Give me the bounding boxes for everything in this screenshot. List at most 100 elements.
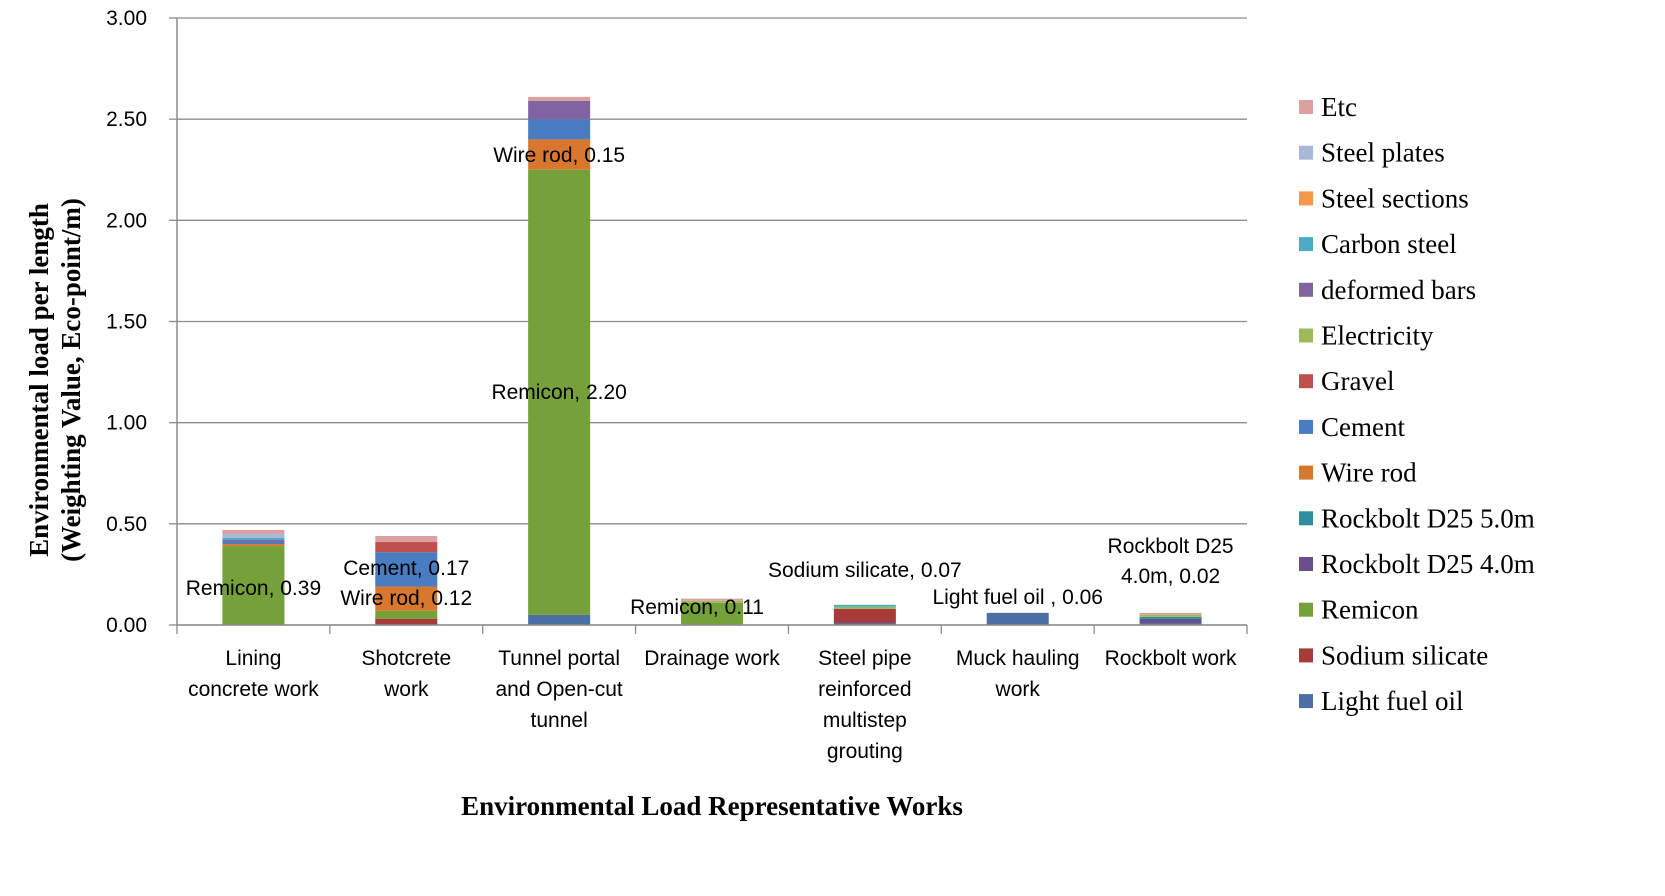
bar-segment bbox=[1139, 614, 1202, 617]
data-label: Rockbolt D25 4.0m, 0.02 bbox=[1108, 535, 1234, 588]
bar-segment bbox=[1139, 622, 1202, 625]
bar-segment bbox=[528, 119, 591, 140]
data-label-line: 4.0m, 0.02 bbox=[1121, 565, 1220, 588]
data-label-line: Wire rod, 0.15 bbox=[493, 144, 625, 167]
x-category-label-line: multistep bbox=[823, 709, 907, 732]
bar-segment bbox=[681, 600, 743, 603]
legend-swatch bbox=[1299, 237, 1313, 252]
bar-segment bbox=[222, 533, 285, 538]
bar-segment bbox=[222, 537, 285, 541]
legend-swatch bbox=[1299, 374, 1313, 389]
x-category-label: Steel pipe reinforced multistep grouting bbox=[818, 647, 911, 763]
bar-segment bbox=[528, 100, 591, 120]
gridlines bbox=[169, 17, 1247, 626]
legend-label: Light fuel oil bbox=[1321, 686, 1463, 716]
bar-segment bbox=[833, 606, 896, 609]
x-category-label: Muck hauling work bbox=[956, 647, 1080, 701]
legend-swatch bbox=[1299, 282, 1313, 297]
data-label: Light fuel oil , 0.06 bbox=[932, 586, 1102, 609]
y-tick-label: 0.50 bbox=[106, 513, 147, 536]
x-category-label-line: work bbox=[995, 678, 1041, 701]
x-category-label-line: reinforced bbox=[818, 678, 911, 701]
bar-segment bbox=[222, 546, 285, 625]
axis-titles: Environmental Load Representative Works E… bbox=[24, 198, 963, 821]
legend-swatch bbox=[1299, 100, 1313, 114]
data-label: Wire rod, 0.12 bbox=[340, 587, 472, 610]
legend: Etc Steel plates Steel sections Carbon stee… bbox=[1299, 92, 1535, 716]
x-category-label: Drainage work bbox=[644, 647, 780, 670]
x-category-label-line: Rockbolt work bbox=[1105, 647, 1237, 670]
legend-label: deformed bars bbox=[1321, 275, 1476, 305]
legend-swatch bbox=[1299, 191, 1313, 206]
data-label-line: Sodium silicate, 0.07 bbox=[768, 559, 962, 582]
x-category-label: Shotcrete work bbox=[361, 647, 451, 701]
x-category-label-line: Drainage work bbox=[644, 647, 780, 670]
data-label-line: Remicon, 2.20 bbox=[491, 381, 626, 404]
bar-segment bbox=[1139, 618, 1202, 623]
x-category-label-line: concrete work bbox=[188, 678, 319, 701]
legend-label: Electricity bbox=[1321, 321, 1434, 351]
legend-swatch bbox=[1299, 694, 1313, 709]
bar-segment bbox=[375, 610, 438, 619]
y-tick-label: 2.00 bbox=[106, 209, 147, 232]
legend-swatch bbox=[1299, 602, 1313, 617]
legend-label: Gravel bbox=[1321, 366, 1394, 396]
data-label: Cement, 0.17 bbox=[343, 557, 469, 580]
data-label-line: Remicon, 0.11 bbox=[630, 596, 764, 619]
legend-label: Carbon steel bbox=[1321, 229, 1457, 259]
legend-swatch bbox=[1299, 145, 1313, 160]
bar-segment bbox=[222, 542, 285, 545]
y-axis-title-line: (Weighting Value, Eco-point/m) bbox=[56, 198, 86, 562]
bar-segment bbox=[222, 540, 285, 543]
x-category-label-line: Lining bbox=[225, 647, 281, 670]
x-axis-title: Environmental Load Representative Works bbox=[461, 791, 963, 821]
y-tick-label: 1.50 bbox=[106, 311, 147, 334]
x-category-label-line: Tunnel portal bbox=[498, 647, 620, 670]
legend-label: Wire rod bbox=[1321, 458, 1417, 488]
x-category-label-line: grouting bbox=[827, 740, 903, 763]
bar-segment bbox=[986, 612, 1049, 625]
legend-label: Remicon bbox=[1321, 595, 1419, 625]
data-label-line: Rockbolt D25 bbox=[1108, 535, 1234, 558]
bar-segment bbox=[222, 544, 285, 547]
data-label-line: Remicon, 0.39 bbox=[186, 577, 321, 600]
x-category-label-line: and Open-cut bbox=[496, 678, 623, 701]
x-category-label: Lining concrete work bbox=[188, 647, 319, 701]
y-axis-title-group: Environmental load per length (Weighting … bbox=[24, 198, 86, 562]
legend-label: Steel plates bbox=[1321, 138, 1445, 168]
bar-segment bbox=[375, 542, 438, 553]
data-label: Sodium silicate, 0.07 bbox=[768, 559, 962, 582]
legend-label: Cement bbox=[1321, 412, 1405, 442]
bar-segment bbox=[833, 604, 896, 607]
bar-segment bbox=[681, 598, 743, 601]
data-labels: Remicon, 0.39 Cement, 0.17 Wire rod, 0.12 W… bbox=[186, 144, 1234, 619]
bar-segment bbox=[528, 169, 591, 615]
bar-segment bbox=[375, 618, 438, 625]
legend-swatch bbox=[1299, 465, 1313, 480]
bar-segment bbox=[375, 586, 438, 611]
y-axis-title-line: Environmental load per length bbox=[24, 203, 54, 557]
bar-segment bbox=[833, 622, 896, 625]
x-category-label-line: work bbox=[383, 678, 429, 701]
legend-label: Rockbolt D25 4.0m bbox=[1321, 549, 1535, 579]
data-label-line: Wire rod, 0.12 bbox=[340, 587, 472, 610]
bar-segment bbox=[681, 602, 743, 625]
bar-segment bbox=[1139, 616, 1202, 619]
legend-label: Etc bbox=[1321, 92, 1357, 122]
y-tick-label: 2.50 bbox=[106, 108, 147, 131]
x-category-label-line: tunnel bbox=[531, 709, 588, 732]
y-tick-label: 3.00 bbox=[106, 7, 147, 30]
data-label: Wire rod, 0.15 bbox=[493, 144, 625, 167]
data-label-line: Light fuel oil , 0.06 bbox=[932, 586, 1102, 609]
legend-swatch bbox=[1299, 328, 1313, 343]
x-category-label: Tunnel portal and Open-cut tunnel bbox=[496, 647, 623, 732]
axes bbox=[176, 18, 1248, 634]
bar-segment bbox=[528, 96, 591, 101]
x-category-label-line: Muck hauling bbox=[956, 647, 1080, 670]
data-label: Remicon, 0.11 bbox=[630, 596, 764, 619]
bar-segment bbox=[528, 614, 591, 625]
bar-segment bbox=[528, 139, 591, 170]
data-label: Remicon, 2.20 bbox=[491, 381, 626, 404]
legend-swatch bbox=[1299, 557, 1313, 571]
